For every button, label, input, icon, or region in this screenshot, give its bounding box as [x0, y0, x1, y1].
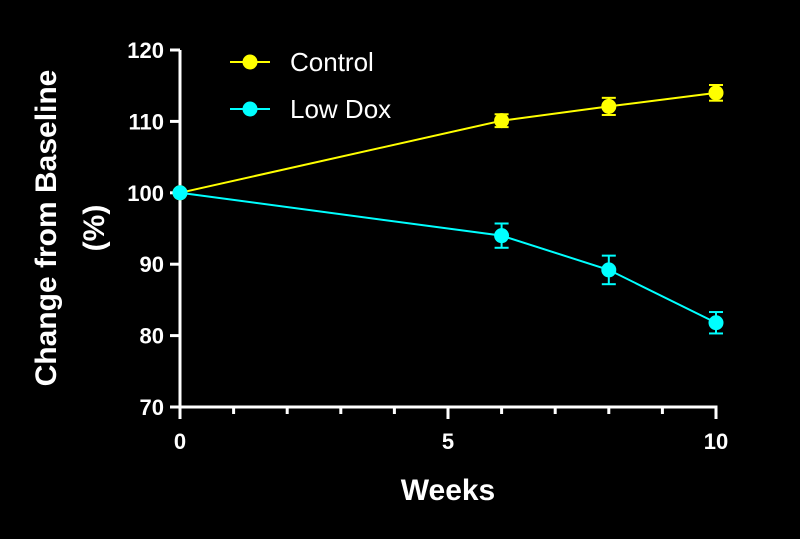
- legend-marker: [242, 54, 258, 70]
- data-point: [708, 85, 724, 101]
- y-tick-label: 80: [140, 324, 164, 349]
- series-control: [172, 83, 724, 201]
- data-point: [601, 98, 617, 114]
- legend-marker: [242, 101, 258, 117]
- axes: 70 80 90 100 110 120 0 5 10: [127, 38, 728, 454]
- y-axis-label-line2: (%): [78, 205, 111, 252]
- series-line: [179, 191, 717, 324]
- series-low-dox: [172, 185, 724, 335]
- series-marks: [172, 83, 724, 335]
- y-axis-label-line1: Change from Baseline: [30, 70, 63, 387]
- data-point: [172, 185, 188, 201]
- legend-label: Low Dox: [290, 94, 391, 124]
- x-tick-label: 10: [704, 429, 728, 454]
- data-point: [494, 228, 510, 244]
- y-tick-label: 100: [127, 181, 164, 206]
- x-tick-label: 5: [442, 429, 454, 454]
- data-point: [601, 262, 617, 278]
- legend-label: Control: [290, 47, 374, 77]
- y-tick-label: 120: [127, 38, 164, 63]
- data-point: [494, 113, 510, 129]
- data-point: [708, 315, 724, 331]
- y-tick-label: 110: [129, 109, 165, 134]
- y-tick-label: 90: [140, 252, 164, 277]
- series-line: [179, 91, 717, 194]
- legend: Control Low Dox: [230, 47, 391, 124]
- x-axis-label: Weeks: [401, 474, 496, 507]
- x-tick-label: 0: [174, 429, 186, 454]
- y-tick-label: 70: [140, 395, 164, 420]
